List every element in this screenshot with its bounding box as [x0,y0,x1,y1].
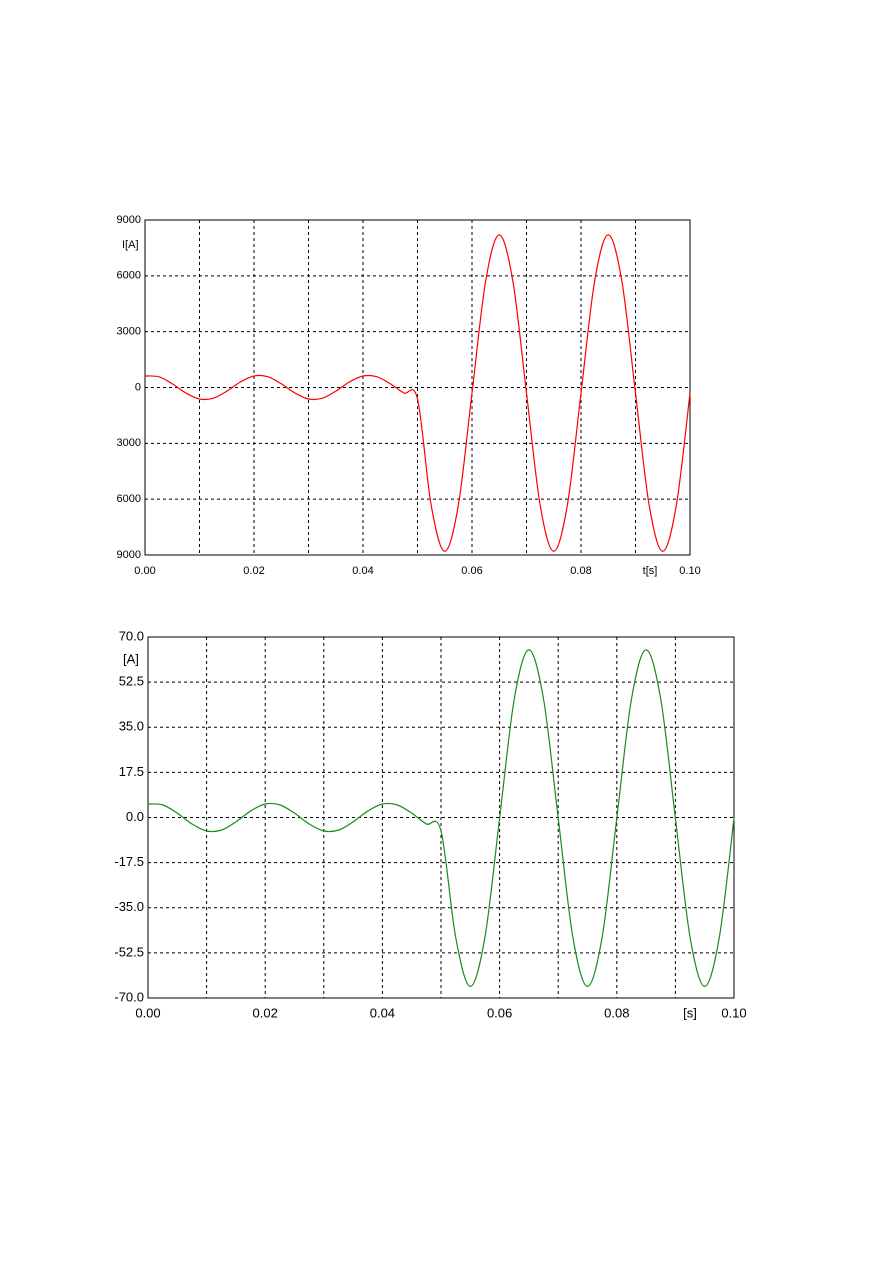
x-axis-label: t[s] [643,565,658,577]
y-tick-label: -52.5 [114,944,144,959]
y-tick-label: -35.0 [114,899,144,914]
y-tick-label: 0 [135,381,141,393]
x-tick-label: 0.00 [135,1005,160,1020]
y-tick-label: 3000 [117,437,141,449]
y-tick-label: 0.0 [126,809,144,824]
y-tick-label: 3000 [117,326,141,338]
y-tick-label: 70.0 [119,628,144,643]
y-tick-label: 9000 [117,214,141,226]
x-tick-label: 0.08 [570,565,591,577]
x-tick-label: 0.00 [134,565,155,577]
y-tick-label: 35.0 [119,719,144,734]
y-axis-label: I[A] [122,239,139,251]
plot-frame [147,636,735,999]
x-tick-label: 0.08 [604,1005,629,1020]
plot-frame [144,219,691,556]
y-tick-label: 6000 [117,270,141,282]
y-tick-label: 6000 [117,493,141,505]
y-tick-label: -70.0 [114,989,144,1004]
y-tick-label: 9000 [117,549,141,561]
series-line [144,234,691,552]
x-tick-label: 0.02 [243,565,264,577]
x-tick-label: 0.10 [721,1005,746,1020]
x-tick-label: 0.10 [679,565,700,577]
x-tick-label: 0.04 [370,1005,395,1020]
x-tick-label: 0.06 [461,565,482,577]
x-tick-label: 0.02 [253,1005,278,1020]
y-axis-label: [A] [123,651,139,666]
x-axis-label: [s] [683,1005,697,1020]
x-tick-label: 0.04 [352,565,373,577]
x-tick-label: 0.06 [487,1005,512,1020]
y-tick-label: -17.5 [114,854,144,869]
series-line [147,649,735,987]
y-tick-label: 52.5 [119,674,144,689]
y-tick-label: 17.5 [119,764,144,779]
